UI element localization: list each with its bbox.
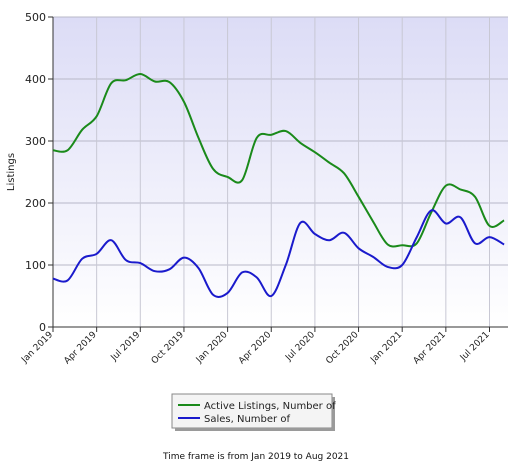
y-tick-label: 200 bbox=[25, 197, 46, 210]
legend-box-shadow bbox=[332, 397, 335, 431]
x-tick-label: Jul 2020 bbox=[283, 330, 317, 364]
x-tick-label: Apr 2021 bbox=[412, 330, 448, 366]
timeframe-note: Time frame is from Jan 2019 to Aug 2021 bbox=[162, 452, 350, 462]
plot-area bbox=[53, 17, 508, 327]
legend-box-shadow-bottom bbox=[175, 428, 335, 431]
x-tick-label: Apr 2020 bbox=[237, 330, 273, 366]
y-tick-label: 400 bbox=[25, 73, 46, 86]
y-tick-label: 300 bbox=[25, 135, 46, 148]
x-tick-label: Apr 2019 bbox=[62, 330, 98, 366]
x-tick-label: Jul 2019 bbox=[109, 330, 143, 364]
series-line-active-listings bbox=[52, 73, 505, 248]
legend-label-active-listings: Active Listings, Number of bbox=[204, 401, 336, 412]
x-tick-label: Oct 2020 bbox=[324, 330, 360, 366]
legend: Active Listings, Number of Sales, Number… bbox=[171, 393, 336, 431]
y-tick-label: 500 bbox=[25, 11, 46, 24]
x-tick-label: Jul 2021 bbox=[458, 330, 492, 364]
x-tick-label: Jan 2020 bbox=[194, 330, 230, 366]
legend-label-sales: Sales, Number of bbox=[204, 414, 290, 425]
x-ticks: Jan 2019 Apr 2019 Jul 2019 Oct 2019 Jan 2020… bbox=[19, 327, 492, 366]
y-tick-label: 100 bbox=[25, 259, 46, 272]
x-tick-label: Jan 2019 bbox=[19, 330, 55, 366]
axes bbox=[52, 17, 508, 328]
y-ticks: 0 100 200 300 400 500 bbox=[25, 11, 53, 334]
series-lines bbox=[52, 73, 505, 298]
y-tick-label: 0 bbox=[39, 321, 46, 334]
legend-box bbox=[171, 393, 333, 429]
grid-lines bbox=[53, 16, 508, 327]
series-line-sales bbox=[52, 209, 505, 298]
y-axis-label: Listings bbox=[6, 153, 17, 191]
x-tick-label: Jan 2021 bbox=[369, 330, 405, 366]
x-tick-label: Oct 2019 bbox=[150, 330, 186, 366]
